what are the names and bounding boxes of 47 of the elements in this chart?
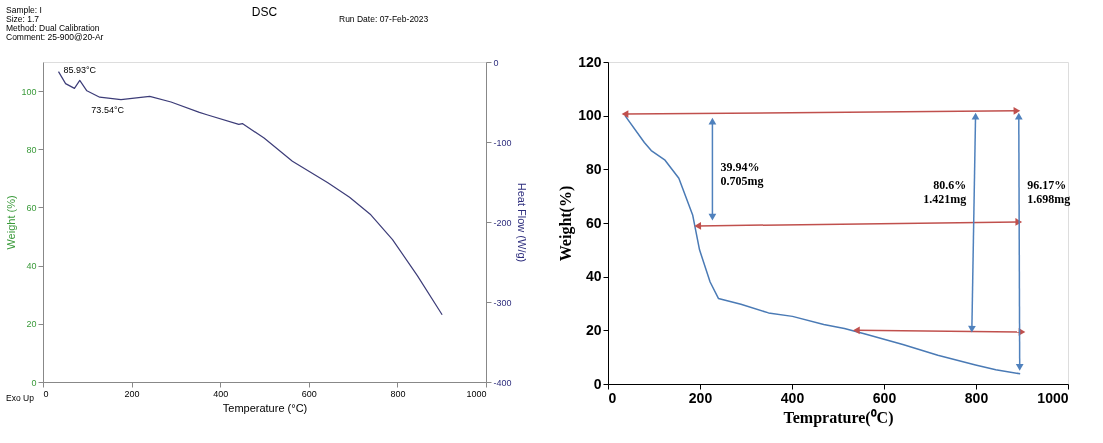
x-tick-label: 400 — [780, 389, 805, 406]
x-tick-label: 200 — [688, 389, 713, 406]
text: Method: Dual Calibration — [6, 23, 100, 33]
y-tick-label: 100 — [21, 86, 37, 97]
chart-title: DSC — [251, 5, 278, 19]
x-tick-label: 1000 — [466, 388, 487, 399]
y-tick-label: 80 — [26, 144, 37, 155]
y2-tick-label: -300 — [493, 297, 512, 308]
y-tick-label: 0 — [31, 377, 37, 388]
y-tick-label: 60 — [26, 202, 37, 213]
text: Size: 1.7 — [6, 14, 40, 24]
x-tick-label: 0 — [43, 388, 49, 399]
y-tick-label: 100 — [578, 107, 602, 124]
y2-tick-label: -400 — [493, 377, 512, 388]
x-tick-label: 800 — [390, 388, 406, 399]
x-tick-label: 200 — [124, 388, 140, 399]
x-axis-title: Temperature (°C) — [222, 401, 308, 414]
y-axis-title: Weight (%) — [5, 195, 18, 250]
x-tick-label: 600 — [301, 388, 317, 399]
y-tick-label: 40 — [26, 261, 37, 272]
x-tick-label: 0 — [608, 389, 617, 406]
annotation: 85.93°C — [63, 65, 97, 76]
x-axis-title: Temprature(⁰C) — [783, 408, 894, 427]
text: Exo Up — [6, 393, 35, 403]
annotation: 39.94% 0.705mg — [720, 159, 764, 188]
y-tick-label: 40 — [585, 268, 602, 285]
y-tick-label: 20 — [26, 319, 37, 330]
y-tick-label: 120 — [578, 53, 602, 70]
annotation: 80.6% 1.421mg — [923, 178, 967, 207]
y2-tick-label: 0 — [493, 57, 499, 68]
x-tick-label: 1000 — [1037, 389, 1069, 406]
x-tick-label: 400 — [213, 388, 229, 399]
x-tick-label: 800 — [964, 389, 989, 406]
y2-axis-title: Heat Flow (W/g) — [515, 182, 528, 263]
y-tick-label: 20 — [585, 321, 602, 338]
y2-tick-label: -100 — [493, 137, 512, 148]
y-tick-label: 80 — [585, 160, 602, 177]
y-tick-label: 60 — [585, 214, 602, 231]
y2-tick-label: -200 — [493, 217, 512, 228]
text: Sample: I — [6, 5, 42, 15]
annotation: 73.54°C — [91, 105, 125, 116]
text: Comment: 25-900@20-Ar — [6, 32, 104, 42]
x-tick-label: 600 — [872, 389, 897, 406]
y-axis-title: Weight(%) — [557, 185, 576, 262]
line-series — [57, 71, 443, 316]
annotation: 96.17% 1.698mg — [1027, 178, 1071, 207]
text: Run Date: 07-Feb-2023 — [339, 14, 429, 24]
